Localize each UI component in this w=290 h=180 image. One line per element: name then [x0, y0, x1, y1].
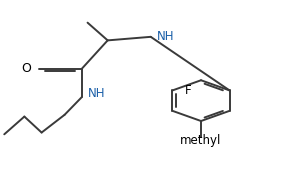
Text: methyl: methyl — [180, 134, 222, 147]
Text: F: F — [185, 84, 192, 97]
Text: NH: NH — [88, 87, 105, 100]
Text: NH: NH — [157, 30, 174, 43]
Text: O: O — [22, 62, 32, 75]
